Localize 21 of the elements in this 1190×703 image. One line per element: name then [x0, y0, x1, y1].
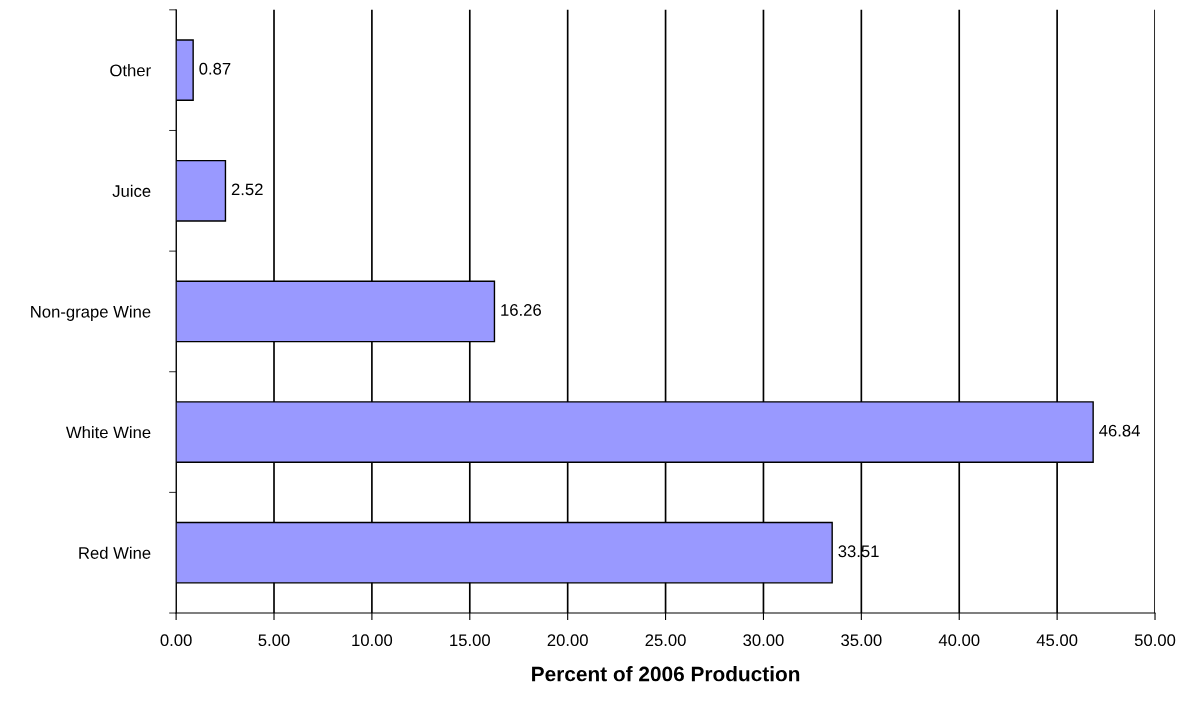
x-tick-label: 25.00 [645, 634, 686, 647]
data-label: 16.26 [501, 304, 541, 316]
x-tick-label: 50.00 [1134, 634, 1176, 647]
x-tick-label: 30.00 [743, 634, 784, 647]
x-tick-label: 0.00 [160, 634, 192, 647]
x-tick-label: 35.00 [841, 634, 882, 647]
data-label: 2.52 [231, 183, 263, 196]
x-tick-label: 10.00 [352, 634, 393, 647]
x-tick-label: 5.00 [258, 634, 290, 647]
y-tick-label: Juice [112, 184, 151, 197]
x-axis-title: Percent of 2006 Production [532, 666, 800, 682]
y-tick-label: Non-grape Wine [31, 305, 151, 321]
data-label: 46.84 [1099, 424, 1140, 437]
y-tick-label: Other [110, 64, 151, 77]
x-tick-label: 40.00 [938, 634, 980, 647]
y-tick-label: Red Wine [79, 546, 151, 559]
x-tick-label: 20.00 [547, 634, 588, 647]
y-tick-label: White Wine [65, 426, 151, 439]
data-label: 0.87 [199, 62, 231, 75]
x-tick-label: 45.00 [1036, 634, 1078, 647]
x-tick-label: 15.00 [450, 634, 490, 647]
